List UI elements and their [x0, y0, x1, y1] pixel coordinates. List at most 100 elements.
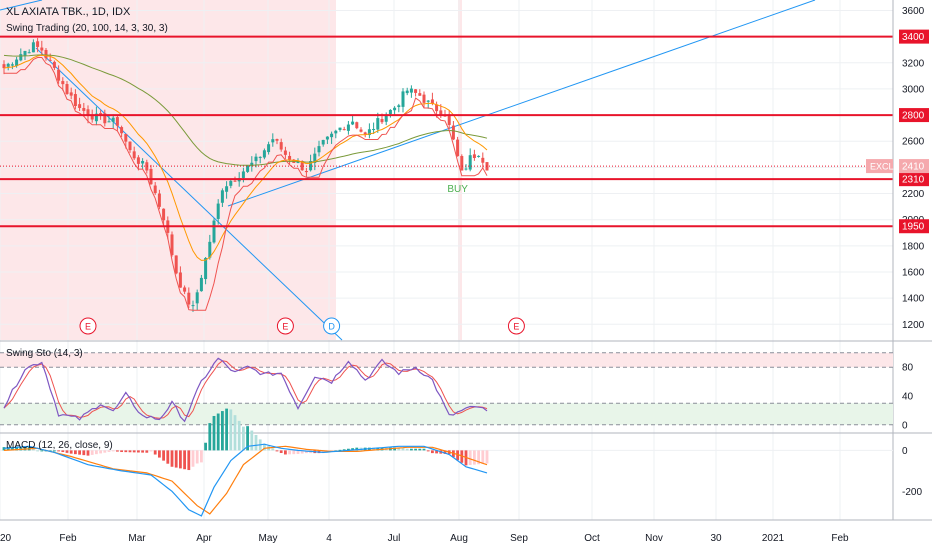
macd-histogram-bar: [288, 450, 291, 455]
candle-body: [372, 128, 376, 130]
macd-histogram-bar: [95, 450, 98, 455]
macd-histogram-bar: [107, 450, 111, 452]
candle-body: [216, 203, 220, 219]
macd-histogram-bar: [351, 448, 354, 451]
price-tick-label: 2200: [902, 189, 925, 200]
macd-histogram-bar: [233, 415, 237, 451]
candle-body: [422, 94, 426, 103]
candle-body: [57, 69, 61, 81]
macd-tick-label: -200: [902, 487, 922, 498]
macd-histogram-bar: [65, 450, 69, 453]
candle-body: [304, 170, 308, 173]
macd-histogram-bar: [246, 426, 249, 451]
price-axis-bg: [893, 0, 932, 550]
candle-body: [6, 63, 10, 67]
macd-histogram-bar: [191, 450, 195, 467]
macd-histogram-bar: [74, 450, 77, 455]
macd-histogram-bar: [229, 409, 233, 451]
candle-body: [464, 168, 468, 170]
macd-histogram-bar: [187, 450, 191, 471]
candle-body: [397, 105, 401, 108]
macd-histogram-bar: [111, 450, 115, 452]
candle-body: [61, 81, 65, 85]
candle-body: [19, 54, 23, 61]
candle-body: [271, 139, 275, 143]
macd-histogram-bar: [275, 450, 279, 452]
event-marker-label: E: [513, 322, 519, 332]
candle-body: [405, 90, 409, 94]
macd-histogram-bar: [292, 450, 296, 455]
macd-histogram-bar: [145, 450, 149, 453]
candle-body: [82, 107, 86, 111]
macd-histogram-bar: [485, 450, 489, 464]
macd-histogram-bar: [284, 450, 287, 455]
candle-body: [346, 124, 350, 131]
macd-histogram-bar: [40, 450, 44, 452]
candle-body: [275, 139, 279, 141]
candle-body: [321, 139, 325, 145]
candle-body: [388, 109, 392, 115]
macd-histogram-bar: [128, 450, 132, 453]
candle-body: [178, 272, 182, 288]
price-tick-label: 1800: [902, 241, 925, 252]
candle-body: [246, 165, 250, 172]
time-tick-label: Oct: [584, 533, 600, 544]
macd-histogram-bar: [208, 423, 212, 451]
candle-body: [279, 142, 283, 150]
macd-histogram-bar: [61, 450, 65, 453]
highlight-zone: [0, 0, 336, 340]
level-price-tag-label: 2310: [902, 175, 925, 186]
event-marker-E[interactable]: [79, 317, 97, 335]
candle-body: [414, 89, 418, 93]
candle-body: [183, 287, 187, 292]
macd-histogram-bar: [99, 450, 102, 454]
event-marker-E[interactable]: [276, 317, 294, 335]
macd-histogram-bar: [32, 448, 35, 451]
macd-histogram-bar: [19, 446, 23, 451]
candle-body: [409, 88, 413, 93]
macd-histogram-bar: [418, 448, 422, 451]
macd-histogram-bar: [468, 450, 472, 465]
macd-histogram-bar: [422, 448, 426, 451]
macd-histogram-bar: [179, 450, 182, 469]
level-price-tag: [899, 172, 929, 187]
candle-body: [115, 117, 119, 126]
candle-body: [376, 118, 380, 130]
candle-body: [430, 99, 434, 104]
level-price-tag-label: 1950: [902, 222, 925, 233]
event-marker-E[interactable]: [507, 317, 525, 335]
candle-body: [241, 171, 245, 178]
macd-histogram-bar: [82, 450, 86, 456]
candle-body: [162, 208, 166, 221]
candle-body: [141, 160, 145, 164]
macd-histogram-bar: [305, 450, 308, 454]
macd-histogram-bar: [200, 450, 203, 463]
macd-histogram-bar: [153, 450, 157, 455]
macd-histogram-bar: [473, 450, 476, 465]
candle-body: [10, 64, 14, 66]
macd-histogram-bar: [279, 450, 283, 454]
candle-body: [208, 241, 212, 258]
candle-body: [94, 113, 98, 122]
candle-body: [78, 104, 82, 108]
candle-body: [300, 161, 304, 171]
moving-average-slow: [3, 54, 488, 166]
candle-body: [393, 107, 397, 111]
candle-body: [325, 136, 329, 140]
candle-body: [267, 144, 271, 153]
time-tick-label: Feb: [59, 533, 77, 544]
macd-histogram-bar: [11, 446, 14, 451]
candle-body: [283, 150, 287, 155]
macd-histogram-bar: [221, 411, 224, 451]
candle-body: [351, 121, 355, 125]
candle-body: [48, 59, 52, 61]
candle-body: [99, 113, 103, 115]
indicator-label: Swing Trading (20, 100, 14, 3, 30, 3): [6, 23, 168, 34]
event-marker-D[interactable]: [323, 317, 341, 335]
macd-histogram-bar: [263, 443, 266, 451]
candle-body: [90, 115, 94, 120]
macd-label: MACD (12, 26, close, 9): [6, 440, 113, 451]
candle-body: [153, 185, 157, 194]
